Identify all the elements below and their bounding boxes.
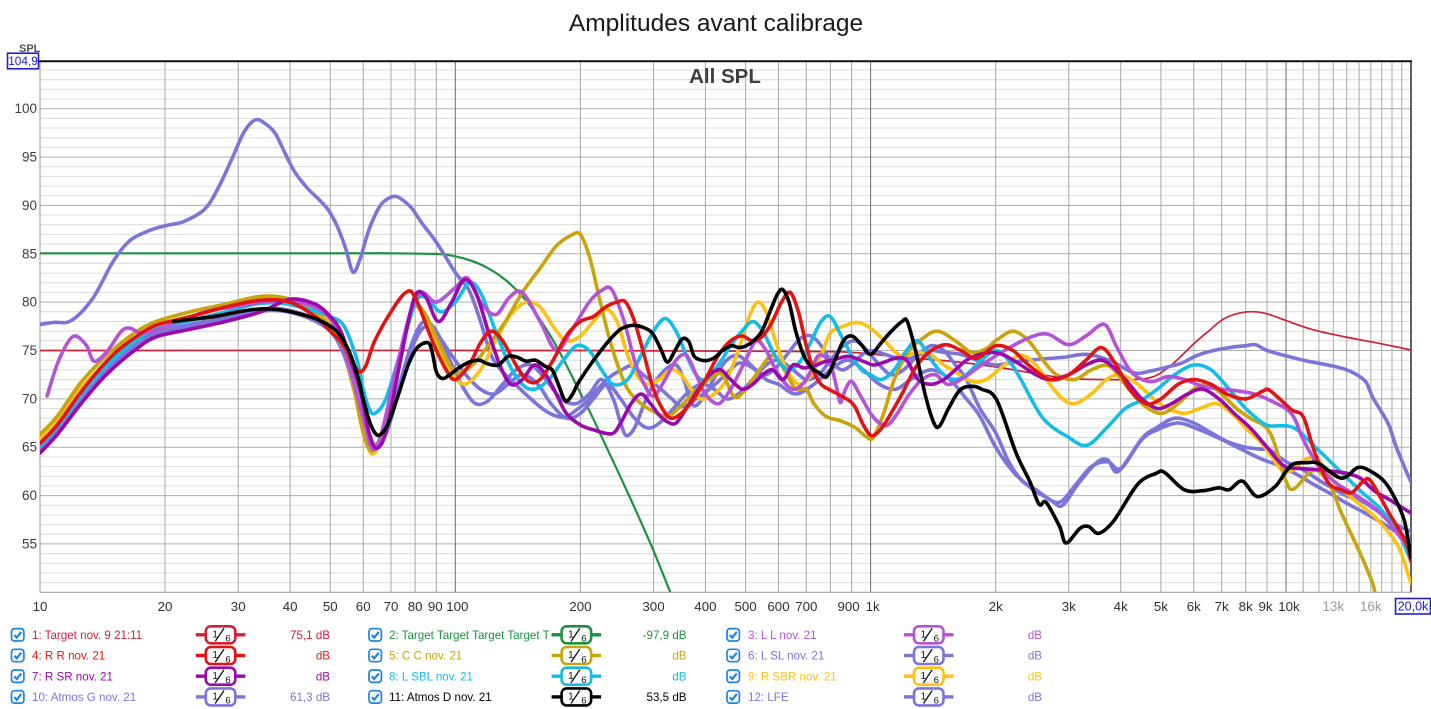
svg-text:61,3 dB: 61,3 dB bbox=[290, 691, 330, 704]
svg-text:600: 600 bbox=[767, 599, 789, 614]
svg-text:6: 6 bbox=[934, 675, 939, 686]
svg-text:1: 1 bbox=[921, 629, 927, 640]
svg-text:dB: dB bbox=[1028, 691, 1042, 704]
svg-text:5k: 5k bbox=[1154, 599, 1168, 614]
svg-text:70: 70 bbox=[22, 391, 37, 406]
svg-text:dB: dB bbox=[672, 650, 686, 663]
svg-text:16k: 16k bbox=[1360, 599, 1382, 614]
svg-text:6: L SL nov. 21: 6: L SL nov. 21 bbox=[748, 650, 824, 663]
svg-text:2k: 2k bbox=[989, 599, 1003, 614]
svg-text:1: 1 bbox=[568, 692, 574, 703]
svg-text:dB: dB bbox=[672, 670, 686, 683]
svg-text:90: 90 bbox=[428, 599, 443, 614]
svg-text:10k: 10k bbox=[1278, 599, 1300, 614]
svg-text:53,5 dB: 53,5 dB bbox=[647, 691, 687, 704]
svg-text:6: 6 bbox=[581, 654, 586, 665]
svg-text:300: 300 bbox=[642, 599, 664, 614]
svg-text:95: 95 bbox=[22, 150, 37, 165]
svg-text:200: 200 bbox=[569, 599, 591, 614]
svg-text:1: 1 bbox=[921, 650, 927, 661]
svg-text:20,0k: 20,0k bbox=[1398, 600, 1429, 614]
svg-text:104,9: 104,9 bbox=[8, 54, 38, 68]
svg-text:80: 80 bbox=[22, 295, 37, 310]
svg-text:6: 6 bbox=[225, 696, 230, 707]
svg-text:1: 1 bbox=[212, 671, 218, 682]
svg-text:500: 500 bbox=[735, 599, 757, 614]
svg-text:85: 85 bbox=[22, 246, 37, 261]
svg-text:9: R SBR nov. 21: 9: R SBR nov. 21 bbox=[748, 670, 837, 683]
svg-text:All SPL: All SPL bbox=[689, 65, 761, 88]
svg-text:12: LFE: 12: LFE bbox=[748, 691, 789, 704]
svg-text:1: 1 bbox=[212, 692, 218, 703]
svg-text:65: 65 bbox=[22, 440, 37, 455]
svg-text:6: 6 bbox=[225, 654, 230, 665]
svg-text:40: 40 bbox=[283, 599, 298, 614]
svg-text:3k: 3k bbox=[1062, 599, 1076, 614]
svg-text:6: 6 bbox=[225, 634, 230, 645]
svg-text:900: 900 bbox=[838, 599, 860, 614]
svg-text:dB: dB bbox=[1028, 650, 1042, 663]
svg-text:-97,9 dB: -97,9 dB bbox=[643, 629, 687, 642]
svg-text:1: 1 bbox=[212, 629, 218, 640]
svg-text:10: Atmos G nov. 21: 10: Atmos G nov. 21 bbox=[32, 691, 136, 704]
svg-text:30: 30 bbox=[231, 599, 246, 614]
svg-text:9k: 9k bbox=[1258, 599, 1272, 614]
svg-text:4: R R nov. 21: 4: R R nov. 21 bbox=[32, 650, 105, 663]
svg-text:75: 75 bbox=[22, 343, 37, 358]
svg-text:7: R SR nov. 21: 7: R SR nov. 21 bbox=[32, 670, 113, 683]
svg-text:8k: 8k bbox=[1239, 599, 1253, 614]
svg-text:4k: 4k bbox=[1114, 599, 1128, 614]
svg-text:1k: 1k bbox=[866, 599, 880, 614]
svg-text:dB: dB bbox=[316, 650, 330, 663]
svg-text:1: 1 bbox=[921, 692, 927, 703]
svg-text:6: 6 bbox=[581, 634, 586, 645]
svg-text:1: 1 bbox=[212, 650, 218, 661]
svg-text:75,1 dB: 75,1 dB bbox=[290, 629, 330, 642]
svg-text:60: 60 bbox=[22, 488, 37, 503]
svg-text:11: Atmos D nov. 21: 11: Atmos D nov. 21 bbox=[389, 691, 492, 704]
svg-text:SPL: SPL bbox=[19, 43, 41, 55]
svg-text:6: 6 bbox=[934, 654, 939, 665]
svg-text:20: 20 bbox=[158, 599, 173, 614]
svg-text:80: 80 bbox=[408, 599, 423, 614]
svg-text:dB: dB bbox=[1028, 670, 1042, 683]
svg-text:1: 1 bbox=[568, 629, 574, 640]
svg-text:6: 6 bbox=[581, 696, 586, 707]
svg-text:6: 6 bbox=[934, 634, 939, 645]
svg-text:7k: 7k bbox=[1215, 599, 1229, 614]
svg-text:1: Target nov. 9 21:11: 1: Target nov. 9 21:11 bbox=[32, 629, 142, 642]
svg-text:6: 6 bbox=[934, 696, 939, 707]
svg-text:10: 10 bbox=[33, 599, 48, 614]
svg-text:100: 100 bbox=[14, 101, 37, 116]
svg-text:70: 70 bbox=[384, 599, 399, 614]
svg-text:50: 50 bbox=[323, 599, 338, 614]
svg-text:400: 400 bbox=[694, 599, 716, 614]
svg-text:5: C C nov. 21: 5: C C nov. 21 bbox=[389, 650, 462, 663]
svg-text:1: 1 bbox=[568, 650, 574, 661]
svg-text:100: 100 bbox=[446, 599, 468, 614]
svg-text:6k: 6k bbox=[1187, 599, 1201, 614]
svg-text:2: Target Target Target Target: 2: Target Target Target Target T bbox=[389, 629, 550, 642]
svg-text:55: 55 bbox=[22, 536, 37, 551]
svg-text:3: L L nov. 21: 3: L L nov. 21 bbox=[748, 629, 817, 642]
svg-text:13k: 13k bbox=[1322, 599, 1344, 614]
svg-text:dB: dB bbox=[316, 670, 330, 683]
svg-text:8: L SBL nov. 21: 8: L SBL nov. 21 bbox=[389, 670, 473, 683]
svg-text:1: 1 bbox=[568, 671, 574, 682]
svg-text:90: 90 bbox=[22, 198, 37, 213]
svg-text:700: 700 bbox=[795, 599, 817, 614]
svg-text:1: 1 bbox=[921, 671, 927, 682]
svg-text:6: 6 bbox=[581, 675, 586, 686]
svg-text:dB: dB bbox=[1028, 629, 1042, 642]
svg-text:60: 60 bbox=[356, 599, 371, 614]
svg-text:6: 6 bbox=[225, 675, 230, 686]
svg-text:Amplitudes avant calibrage: Amplitudes avant calibrage bbox=[569, 10, 863, 37]
